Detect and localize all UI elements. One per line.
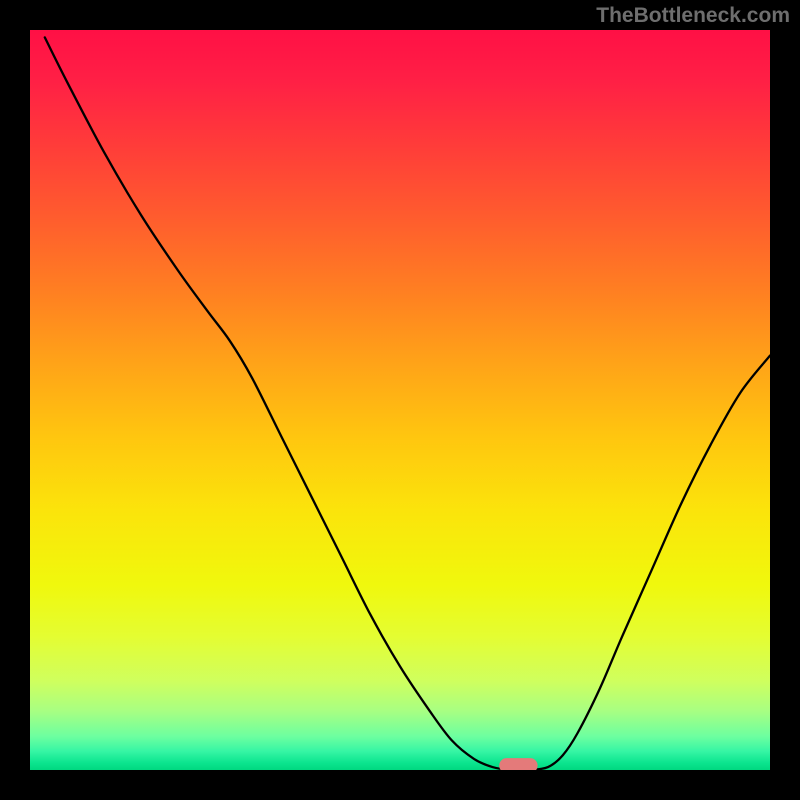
optimal-marker: [499, 758, 537, 770]
chart-container: { "watermark": { "text": "TheBottleneck.…: [0, 0, 800, 800]
watermark-text: TheBottleneck.com: [596, 4, 790, 28]
bottleneck-chart-svg: [30, 30, 770, 770]
gradient-background: [30, 30, 770, 770]
plot-area: [30, 30, 770, 770]
